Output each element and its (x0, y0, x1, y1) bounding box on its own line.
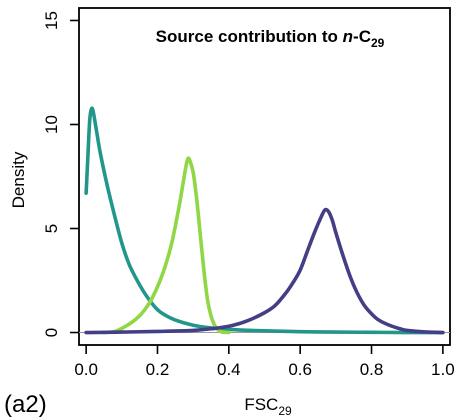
chart-title-main: Source contribution to (156, 27, 343, 46)
y-tick-label: 5 (42, 224, 61, 233)
plot-frame (78, 7, 451, 346)
density-curve-3 (84, 207, 445, 335)
x-tick-label: 0.4 (217, 360, 241, 379)
y-tick-label: 15 (42, 11, 61, 30)
panel-label: (a2) (4, 391, 47, 418)
x-axis-label-subscript: 29 (278, 404, 292, 418)
density-curve-2 (102, 156, 231, 335)
x-axis: 0.0 0.2 0.4 0.6 0.8 1.0 (74, 345, 455, 379)
x-tick-label: 0.8 (360, 360, 384, 379)
chart-title-compound: -C (353, 27, 371, 46)
chart-title-subscript: 29 (371, 36, 385, 50)
y-tick-label: 10 (42, 115, 61, 134)
y-axis: 0 5 10 15 (42, 11, 79, 337)
y-axis-label: Density (9, 151, 28, 208)
y-tick-label: 0 (42, 328, 61, 337)
series-layer (79, 106, 450, 335)
chart-title-italic: n (343, 27, 353, 46)
x-tick-label: 1.0 (431, 360, 455, 379)
x-axis-label-main: FSC (244, 395, 278, 414)
density-curve-1 (84, 106, 445, 335)
x-tick-label: 0.6 (288, 360, 312, 379)
x-tick-label: 0.2 (146, 360, 170, 379)
chart-title: Source contribution to n-C29 (156, 27, 385, 50)
x-axis-label: FSC29 (244, 395, 292, 418)
x-tick-label: 0.0 (74, 360, 98, 379)
